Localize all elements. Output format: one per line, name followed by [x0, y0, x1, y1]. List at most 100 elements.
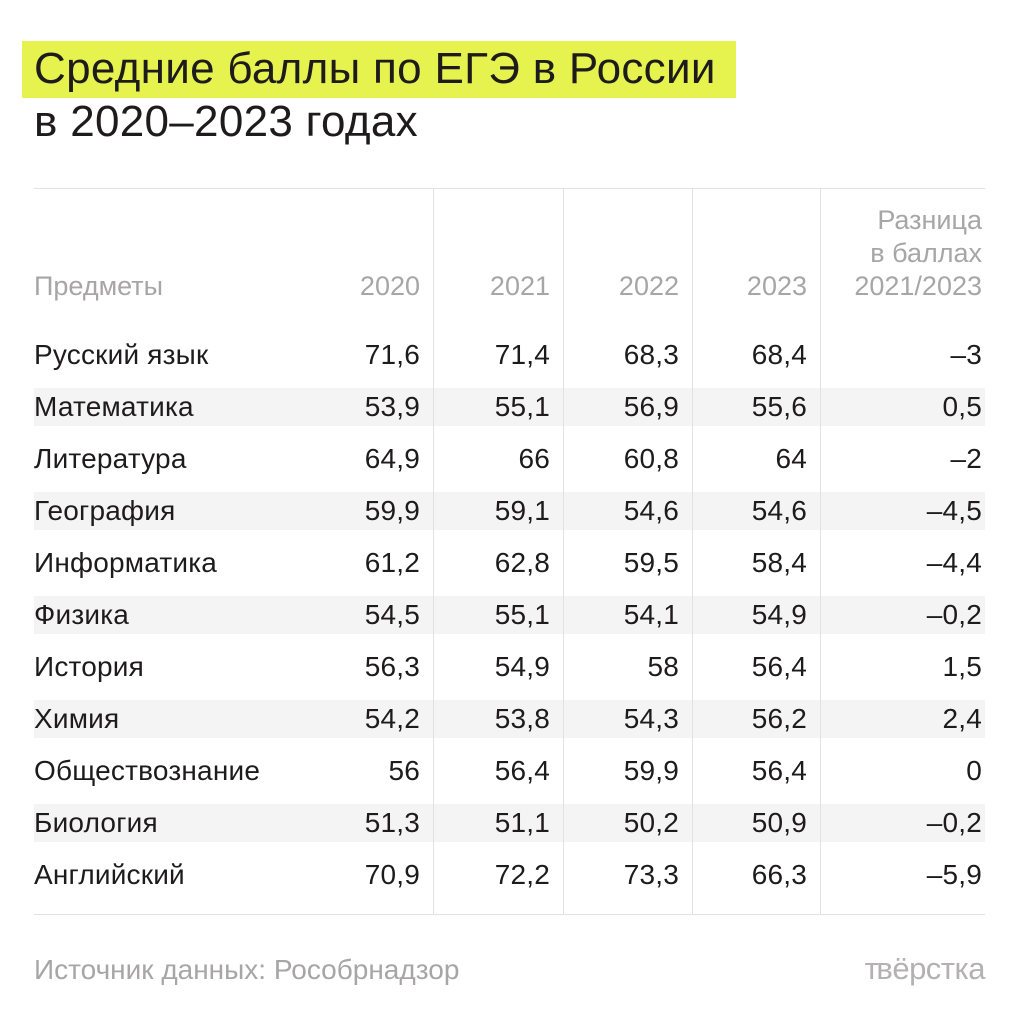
table-row: Английский 70,9 72,2 73,3 66,3 –5,9 [34, 849, 985, 901]
subject-cell: География [34, 485, 284, 537]
score-cell-2021: 54,9 [433, 641, 563, 693]
column-header-2021: 2021 [433, 188, 563, 329]
score-cell-2022: 68,3 [563, 329, 692, 381]
score-cell-2023: 58,4 [692, 537, 820, 589]
score-cell-2020: 64,9 [364, 443, 420, 474]
table-row: Биология 51,3 51,1 50,2 50,9 –0,2 [34, 797, 985, 849]
table-bottom-spacer [34, 901, 985, 915]
score-cell-2020: 54,5 [284, 589, 433, 641]
score-cell-2023: 64 [692, 433, 820, 485]
table-header: Предметы 2020 2021 2022 2023 Разница в б… [34, 188, 985, 329]
difference-cell: 0 [820, 745, 985, 797]
subject-cell: Английский [34, 859, 185, 890]
score-cell-2021: 55,1 [433, 589, 563, 641]
score-cell-2023: 66,3 [692, 849, 820, 901]
score-cell-2020: 56,3 [364, 651, 420, 682]
subject-cell: Математика [34, 381, 284, 433]
table-row: Литература 64,9 66 60,8 64 –2 [34, 433, 985, 485]
score-cell-2022: 54,6 [563, 485, 692, 537]
column-header-2020: 2020 [284, 188, 433, 329]
score-cell-2020: 56 [388, 755, 420, 786]
score-cell-2023: 55,6 [692, 381, 820, 433]
title-highlight: Средние баллы по ЕГЭ в России [22, 41, 736, 98]
table-row: Обществознание 56 56,4 59,9 56,4 0 [34, 745, 985, 797]
score-cell-2020 [284, 901, 433, 915]
score-cell-2023: 56,4 [692, 745, 820, 797]
difference-cell: –0,2 [820, 797, 985, 849]
score-cell-2022: 58 [563, 641, 692, 693]
subject-cell: Информатика [34, 547, 218, 578]
score-cell-2021: 53,8 [433, 693, 563, 745]
score-cell-2021: 55,1 [433, 381, 563, 433]
difference-cell: –4,4 [820, 537, 985, 589]
logo-name: вёрстка [876, 951, 985, 986]
score-cell-2022: 54,3 [563, 693, 692, 745]
score-cell-2022 [563, 901, 692, 915]
score-cell-2023: 56,4 [692, 641, 820, 693]
logo-prefix-mark: т [864, 951, 879, 986]
table-row: Математика 53,9 55,1 56,9 55,6 0,5 [34, 381, 985, 433]
score-cell-2022: 50,2 [563, 797, 692, 849]
subject-cell: Биология [34, 797, 284, 849]
table-row: Информатика 61,2 62,8 59,5 58,4 –4,4 [34, 537, 985, 589]
score-cell-2021: 56,4 [433, 745, 563, 797]
subject-cell: Физика [34, 589, 284, 641]
score-cell-2021: 71,4 [433, 329, 563, 381]
difference-cell: –3 [820, 329, 985, 381]
score-cell-2021: 72,2 [433, 849, 563, 901]
score-cell-2021: 59,1 [433, 485, 563, 537]
difference-cell: 1,5 [820, 641, 985, 693]
source-note: Источник данных: Рособрнадзор [34, 954, 460, 985]
score-cell-2023: 56,2 [692, 693, 820, 745]
score-cell-2021: 62,8 [433, 537, 563, 589]
table-row: География 59,9 59,1 54,6 54,6 –4,5 [34, 485, 985, 537]
footer: Источник данных: Рособрнадзор твёрстка [34, 951, 985, 987]
score-cell-2023 [692, 901, 820, 915]
difference-cell: –0,2 [820, 589, 985, 641]
score-cell-2022: 59,5 [563, 537, 692, 589]
score-cell-2020: 53,9 [284, 381, 433, 433]
score-cell-2020: 54,2 [284, 693, 433, 745]
subject-cell: Химия [34, 693, 284, 745]
subject-cell: Русский язык [34, 339, 209, 370]
score-cell-2021 [433, 901, 563, 915]
table-row: Физика 54,5 55,1 54,1 54,9 –0,2 [34, 589, 985, 641]
diff-header-line-2: в баллах [870, 238, 982, 268]
scores-table: Предметы 2020 2021 2022 2023 Разница в б… [34, 188, 985, 915]
difference-cell: 0,5 [820, 381, 985, 433]
table-row: Химия 54,2 53,8 54,3 56,2 2,4 [34, 693, 985, 745]
table-body: Русский язык 71,6 71,4 68,3 68,4 –3 Мате… [34, 329, 985, 915]
score-cell-2021: 66 [433, 433, 563, 485]
difference-cell: 2,4 [820, 693, 985, 745]
difference-cell: –4,5 [820, 485, 985, 537]
title-second-line: в 2020–2023 годах [34, 97, 418, 146]
table-row: История 56,3 54,9 58 56,4 1,5 [34, 641, 985, 693]
score-cell-2022: 73,3 [563, 849, 692, 901]
column-header-difference: Разница в баллах 2021/2023 [820, 188, 985, 329]
subject-cell [34, 901, 284, 915]
difference-cell [820, 901, 985, 915]
score-cell-2022: 56,9 [563, 381, 692, 433]
diff-header-line-1: Разница [877, 205, 982, 235]
header-row: Предметы 2020 2021 2022 2023 Разница в б… [34, 188, 985, 329]
score-cell-2020: 71,6 [364, 339, 420, 370]
subject-cell: Литература [34, 443, 187, 474]
subject-cell: История [34, 651, 144, 682]
score-cell-2022: 59,9 [563, 745, 692, 797]
table-row: Русский язык 71,6 71,4 68,3 68,4 –3 [34, 329, 985, 381]
column-header-subjects: Предметы [34, 188, 284, 329]
score-cell-2020: 61,2 [364, 547, 420, 578]
verstka-logo: твёрстка [864, 951, 986, 987]
score-cell-2023: 50,9 [692, 797, 820, 849]
difference-cell: –5,9 [820, 849, 985, 901]
score-cell-2020: 59,9 [284, 485, 433, 537]
score-cell-2023: 68,4 [692, 329, 820, 381]
score-cell-2023: 54,6 [692, 485, 820, 537]
score-cell-2022: 60,8 [563, 433, 692, 485]
score-cell-2023: 54,9 [692, 589, 820, 641]
score-cell-2020: 51,3 [284, 797, 433, 849]
column-header-2022: 2022 [563, 188, 692, 329]
column-header-2023: 2023 [692, 188, 820, 329]
subject-cell: Обществознание [34, 755, 261, 786]
score-cell-2022: 54,1 [563, 589, 692, 641]
